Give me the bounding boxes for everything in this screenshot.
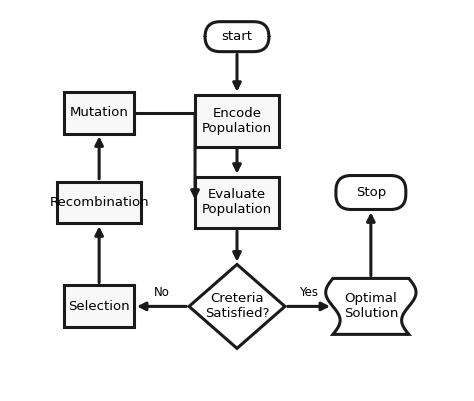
Bar — [64, 91, 134, 134]
Text: Encode
Population: Encode Population — [202, 107, 272, 135]
Bar — [195, 176, 279, 229]
FancyBboxPatch shape — [205, 22, 269, 52]
Text: No: No — [154, 286, 170, 299]
Text: Optimal
Solution: Optimal Solution — [344, 292, 398, 320]
Bar — [57, 182, 141, 223]
Text: Creteria
Satisfied?: Creteria Satisfied? — [205, 292, 269, 320]
Polygon shape — [189, 264, 285, 348]
Text: start: start — [221, 30, 253, 43]
Text: Stop: Stop — [356, 186, 386, 199]
FancyBboxPatch shape — [336, 176, 406, 209]
Bar — [195, 95, 279, 146]
Polygon shape — [326, 278, 416, 334]
Text: Recombination: Recombination — [49, 196, 149, 209]
Text: Evaluate
Population: Evaluate Population — [202, 188, 272, 217]
Text: Mutation: Mutation — [70, 106, 128, 119]
Text: Selection: Selection — [68, 300, 130, 313]
Text: Yes: Yes — [300, 286, 319, 299]
Bar — [64, 286, 134, 327]
